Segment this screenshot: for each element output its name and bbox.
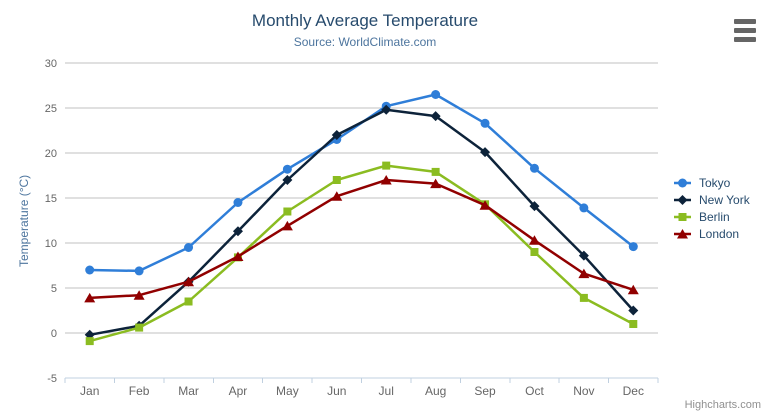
legend-item-london[interactable]: London xyxy=(674,225,750,242)
credits-link[interactable]: Highcharts.com xyxy=(684,399,761,411)
data-point-marker xyxy=(331,191,343,201)
series-line xyxy=(88,178,635,300)
y-tick-label: 0 xyxy=(51,328,57,340)
data-point-marker xyxy=(431,167,440,176)
hamburger-bar xyxy=(734,37,756,42)
y-tick-label: 20 xyxy=(45,148,57,160)
data-point-marker xyxy=(430,178,442,189)
data-point-marker xyxy=(627,284,639,295)
legend-label: Tokyo xyxy=(699,175,731,190)
data-point-marker xyxy=(678,212,687,221)
data-point-marker xyxy=(84,292,96,303)
data-point-marker xyxy=(479,200,491,210)
legend-label: New York xyxy=(699,192,750,207)
series-line xyxy=(88,93,635,273)
series-london xyxy=(84,175,639,303)
x-tick-label: Jan xyxy=(80,384,99,398)
legend-label: London xyxy=(699,226,740,241)
x-tick-label: Nov xyxy=(573,384,594,398)
y-tick-label: 15 xyxy=(45,193,57,205)
y-tick-label: 10 xyxy=(45,238,57,250)
legend-item-new-york[interactable]: New York xyxy=(674,191,750,208)
data-point-marker xyxy=(579,203,589,213)
data-point-marker xyxy=(85,265,95,275)
data-point-marker xyxy=(528,235,540,245)
y-tick-label: 5 xyxy=(51,283,57,295)
legend: Tokyo New York Berlin London xyxy=(674,174,750,242)
legend-item-berlin[interactable]: Berlin xyxy=(674,208,750,225)
data-point-marker xyxy=(629,320,638,328)
data-point-marker xyxy=(232,251,244,261)
data-point-marker xyxy=(184,297,193,306)
data-point-marker xyxy=(628,242,638,252)
data-point-marker xyxy=(282,164,292,174)
data-point-marker xyxy=(480,118,490,128)
y-tick-label: -5 xyxy=(47,373,57,385)
legend-label: Berlin xyxy=(699,209,730,224)
data-point-marker xyxy=(85,337,94,346)
data-point-marker xyxy=(628,305,639,316)
x-tick-label: May xyxy=(276,384,299,398)
hamburger-bar xyxy=(734,28,756,33)
y-tick-label: 30 xyxy=(45,58,57,70)
data-point-marker xyxy=(380,175,392,185)
hamburger-bar xyxy=(734,19,756,24)
data-point-marker xyxy=(232,226,243,237)
data-point-marker xyxy=(331,130,342,140)
y-axis-title: Temperature (°C) xyxy=(17,174,31,267)
data-point-marker xyxy=(183,276,195,287)
x-tick-label: Apr xyxy=(229,384,248,398)
data-point-marker xyxy=(480,147,491,158)
data-point-marker xyxy=(678,178,687,187)
data-point-marker xyxy=(579,293,588,302)
data-point-marker xyxy=(184,243,194,252)
chart-title: Monthly Average Temperature xyxy=(251,11,479,30)
data-point-marker xyxy=(332,176,341,184)
data-point-marker xyxy=(382,161,391,170)
x-tick-label: Dec xyxy=(623,384,644,398)
data-point-marker xyxy=(431,90,441,99)
series-line xyxy=(88,108,635,337)
data-point-marker xyxy=(133,290,145,300)
data-point-marker xyxy=(281,220,293,231)
x-tick-label: Oct xyxy=(525,384,544,398)
square-legend-marker-icon xyxy=(674,212,691,221)
legend-item-tokyo[interactable]: Tokyo xyxy=(674,174,750,191)
data-point-marker xyxy=(283,207,292,216)
x-tick-label: Jul xyxy=(379,384,394,398)
data-point-marker xyxy=(677,228,688,238)
series-tokyo xyxy=(85,90,638,276)
hamburger-icon[interactable] xyxy=(734,19,756,42)
data-point-marker xyxy=(529,163,539,173)
data-point-marker xyxy=(135,323,144,332)
series-line xyxy=(88,164,635,343)
x-tick-label: Mar xyxy=(178,384,199,398)
data-point-marker xyxy=(282,175,293,185)
data-point-marker xyxy=(381,104,392,115)
triangle-legend-marker-icon xyxy=(674,228,691,238)
circle-legend-marker-icon xyxy=(674,178,691,187)
data-point-marker xyxy=(677,194,688,205)
series-new-york xyxy=(84,104,639,340)
data-point-marker xyxy=(578,250,589,261)
diamond-legend-marker-icon xyxy=(674,194,691,205)
data-point-marker xyxy=(529,201,540,212)
data-point-marker xyxy=(530,248,539,256)
x-tick-label: Aug xyxy=(425,384,446,398)
x-tick-label: Sep xyxy=(474,384,496,398)
series-berlin xyxy=(85,161,638,346)
data-point-marker xyxy=(134,266,144,276)
chart-subtitle: Source: WorldClimate.com xyxy=(293,35,437,49)
data-point-marker xyxy=(430,111,441,122)
data-point-marker xyxy=(578,268,590,279)
x-tick-label: Jun xyxy=(327,384,346,398)
data-point-marker xyxy=(233,198,243,207)
x-tick-label: Feb xyxy=(129,384,150,398)
y-tick-label: 25 xyxy=(45,103,57,115)
